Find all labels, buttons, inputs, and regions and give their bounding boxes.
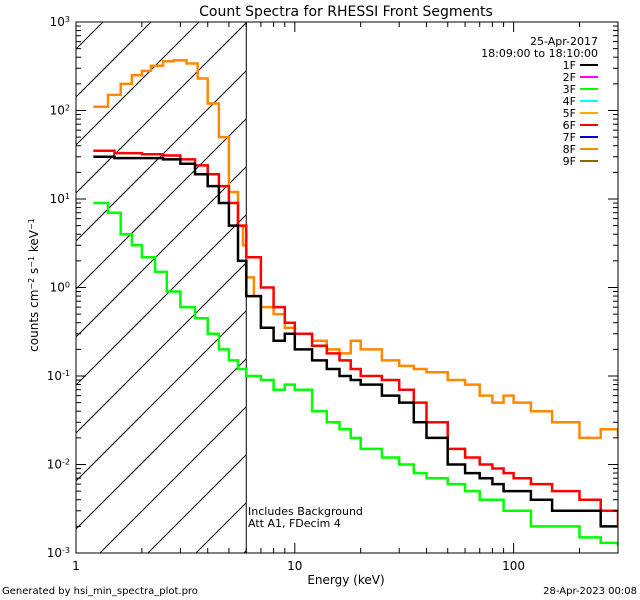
hatch-line bbox=[76, 358, 247, 530]
hatch-line bbox=[76, 70, 247, 242]
hatch-line bbox=[340, 0, 640, 553]
x-tick-label: 100 bbox=[502, 559, 525, 573]
y-axis-label: counts cm−2 s−1 keV−1 bbox=[27, 218, 42, 352]
hatch-line bbox=[76, 22, 247, 194]
hatched-region bbox=[0, 0, 640, 553]
hatch-line bbox=[76, 22, 152, 98]
x-tick-label: 10 bbox=[287, 559, 302, 573]
hatch-line bbox=[243, 550, 247, 553]
legend-label: 8F bbox=[563, 143, 576, 156]
background-annotation: Includes Background bbox=[248, 505, 363, 518]
y-tick-label: 101 bbox=[50, 192, 70, 207]
hatch-line bbox=[147, 454, 247, 553]
series-line-1F bbox=[93, 155, 618, 528]
y-tick-label: 103 bbox=[50, 15, 70, 30]
hatch-line bbox=[628, 0, 640, 553]
x-tick-label: 1 bbox=[72, 559, 80, 573]
legend-label: 1F bbox=[563, 59, 576, 72]
hatch-line bbox=[76, 22, 104, 50]
legend-label: 6F bbox=[563, 119, 576, 132]
series-line-6F bbox=[93, 149, 618, 527]
hatch-line bbox=[76, 22, 200, 146]
hatch-line bbox=[76, 310, 247, 482]
generated-by-label: Generated by hsi_min_spectra_plot.pro bbox=[2, 586, 198, 597]
chart-title: Count Spectra for RHESSI Front Segments bbox=[199, 4, 493, 20]
y-tick-label: 100 bbox=[50, 280, 70, 295]
time-range-label: 18:09:00 to 18:10:00 bbox=[481, 47, 598, 60]
y-tick-label: 10-1 bbox=[47, 369, 70, 384]
x-axis-ticks bbox=[75, 22, 619, 553]
legend-label: 4F bbox=[563, 95, 576, 108]
attenuator-annotation: Att A1, FDecim 4 bbox=[248, 517, 341, 530]
y-tick-labels: 10-3 10-2 10-1 100 101 102 103 bbox=[47, 15, 70, 561]
hatch-line bbox=[76, 262, 247, 434]
data-series bbox=[93, 58, 618, 546]
hatch-line bbox=[436, 0, 640, 553]
hatch-line bbox=[388, 0, 640, 553]
hatch-line bbox=[532, 0, 640, 553]
timestamp-label: 28-Apr-2023 00:08 bbox=[543, 586, 637, 597]
series-line-3F bbox=[93, 201, 618, 546]
hatch-line bbox=[580, 0, 640, 553]
legend-label: 3F bbox=[563, 83, 576, 96]
hatch-line bbox=[99, 406, 247, 553]
y-axis-ticks bbox=[76, 21, 618, 554]
legend-label: 9F bbox=[563, 155, 576, 168]
date-label: 25-Apr-2017 bbox=[530, 35, 598, 48]
hatch-line bbox=[76, 214, 247, 386]
x-tick-labels: 1 10 100 bbox=[72, 559, 525, 573]
hatch-line bbox=[0, 0, 84, 553]
legend-label: 2F bbox=[563, 71, 576, 84]
y-tick-label: 102 bbox=[50, 103, 70, 118]
hatch-line bbox=[76, 118, 247, 290]
legend-label: 5F bbox=[563, 107, 576, 120]
hatch-line bbox=[76, 166, 247, 338]
y-tick-label: 10-2 bbox=[47, 457, 70, 472]
legend-label: 7F bbox=[563, 131, 576, 144]
y-tick-label: 10-3 bbox=[47, 546, 70, 561]
x-axis-label: Energy (keV) bbox=[307, 573, 384, 587]
plot-frame bbox=[75, 21, 619, 554]
